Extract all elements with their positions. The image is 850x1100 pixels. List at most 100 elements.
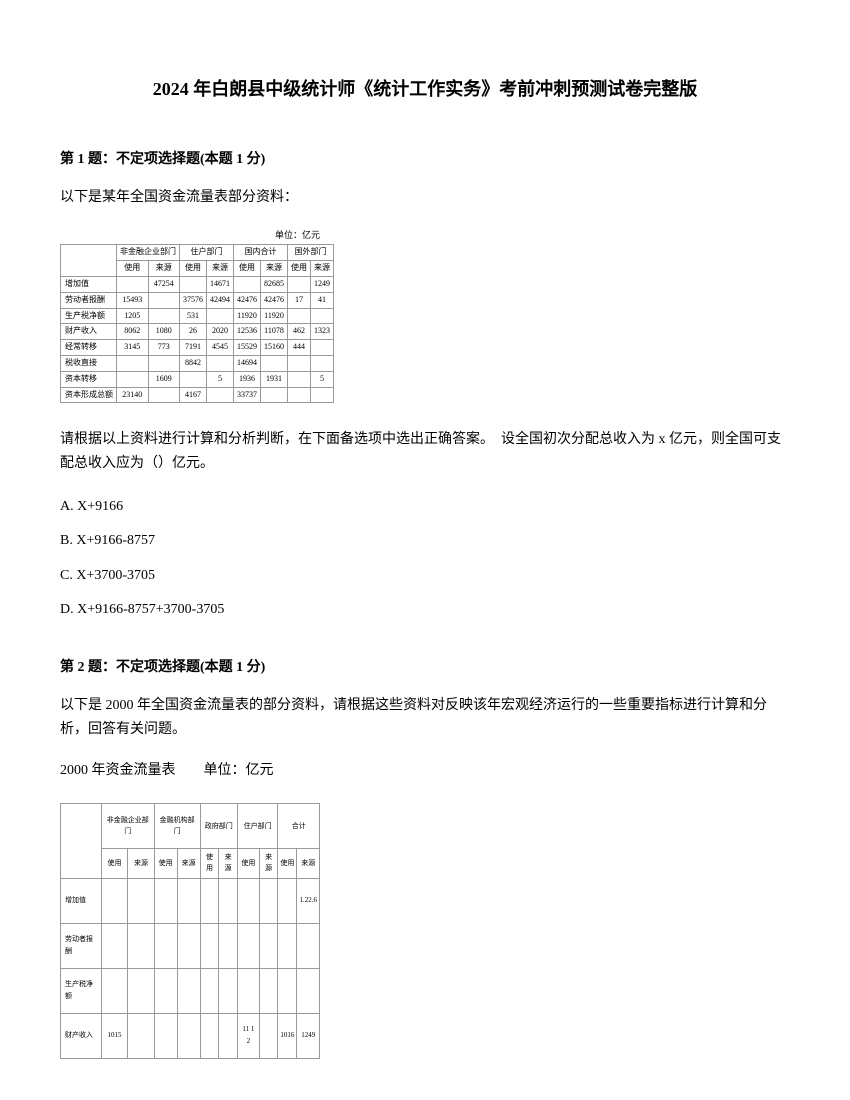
table-cell xyxy=(219,923,238,968)
table-cell xyxy=(261,355,288,371)
table-cell: 42494 xyxy=(207,292,234,308)
table-cell: 1016 xyxy=(278,1013,297,1058)
q1-options: A. X+9166 B. X+9166-8757 C. X+3700-3705 … xyxy=(60,496,790,622)
table-cell: 14694 xyxy=(234,355,261,371)
table-cell: 82685 xyxy=(261,276,288,292)
table-cell xyxy=(101,923,128,968)
table-cell xyxy=(101,968,128,1013)
table-cell: 3145 xyxy=(117,340,149,356)
table-cell xyxy=(219,878,238,923)
table-cell xyxy=(207,308,234,324)
table-cell: 444 xyxy=(288,340,311,356)
q1-table-container: 单位：亿元 非金融企业部门 住户部门 国内合计 国外部门 使用 来源 使用 来源… xyxy=(60,228,790,403)
table-cell xyxy=(259,968,278,1013)
table-cell xyxy=(311,340,334,356)
table-cell: 15529 xyxy=(234,340,261,356)
table-cell: 7191 xyxy=(180,340,207,356)
table-cell: 1323 xyxy=(311,324,334,340)
table-cell xyxy=(237,968,259,1013)
table-cell: 11078 xyxy=(261,324,288,340)
q2-header: 第 2 题：不定项选择题(本题 1 分) xyxy=(60,657,790,679)
table-cell: 15493 xyxy=(117,292,149,308)
table-cell: 33737 xyxy=(234,387,261,403)
q1-table-unit: 单位：亿元 xyxy=(60,228,320,242)
table-cell xyxy=(288,387,311,403)
table-cell xyxy=(117,355,149,371)
table-cell xyxy=(180,276,207,292)
table-cell xyxy=(259,1013,278,1058)
table-cell xyxy=(117,371,149,387)
table-cell xyxy=(278,878,297,923)
table-row-label: 资本转移 xyxy=(61,371,117,387)
table-cell: 1249 xyxy=(297,1013,320,1058)
table-cell xyxy=(177,968,200,1013)
table-cell xyxy=(180,371,207,387)
table-cell xyxy=(219,1013,238,1058)
table-cell xyxy=(207,387,234,403)
table-cell xyxy=(261,387,288,403)
q1-intro: 以下是某年全国资金流量表部分资料： xyxy=(60,186,790,210)
table-cell xyxy=(311,308,334,324)
table-cell xyxy=(278,923,297,968)
table-cell: 15160 xyxy=(261,340,288,356)
table-cell: 1936 xyxy=(234,371,261,387)
table-cell xyxy=(177,1013,200,1058)
table-cell: 11 1 2 xyxy=(237,1013,259,1058)
table-cell xyxy=(148,387,180,403)
table-cell: 531 xyxy=(180,308,207,324)
table-cell xyxy=(311,355,334,371)
table-cell: 4167 xyxy=(180,387,207,403)
table-cell xyxy=(177,923,200,968)
table-cell: 1931 xyxy=(261,371,288,387)
table-cell xyxy=(154,878,177,923)
table-cell: 37576 xyxy=(180,292,207,308)
table-row-label: 财产收入 xyxy=(61,324,117,340)
table-cell: 26 xyxy=(180,324,207,340)
table-cell xyxy=(101,878,128,923)
table-cell xyxy=(154,968,177,1013)
q2-table: 非金融企业部门 金融机构部门 政府部门 住户部门 合计 使用 来源 使用 来源 … xyxy=(60,803,320,1058)
table-cell: 14671 xyxy=(207,276,234,292)
table-cell: 12536 xyxy=(234,324,261,340)
q1-option-a: A. X+9166 xyxy=(60,496,790,518)
table-cell: 773 xyxy=(148,340,180,356)
table-cell xyxy=(288,276,311,292)
table-cell xyxy=(148,355,180,371)
table-cell: 2020 xyxy=(207,324,234,340)
table-cell: 11920 xyxy=(261,308,288,324)
q1-prompt: 请根据以上资料进行计算和分析判断，在下面备选项中选出正确答案。 设全国初次分配总… xyxy=(60,428,790,476)
q2-intro: 以下是 2000 年全国资金流量表的部分资料，请根据这些资料对反映该年宏观经济运… xyxy=(60,694,790,742)
table-cell: 4545 xyxy=(207,340,234,356)
table-row-label: 劳动者报酬 xyxy=(61,292,117,308)
table-row-label: 生产税净额 xyxy=(61,308,117,324)
table-cell xyxy=(200,923,219,968)
table-row-label: 生产税净额 xyxy=(61,968,102,1013)
table-row-label: 劳动者报酬 xyxy=(61,923,102,968)
table-cell xyxy=(200,878,219,923)
q1-option-b: B. X+9166-8757 xyxy=(60,530,790,552)
table-row-label: 财产收入 xyxy=(61,1013,102,1058)
table-cell: 8062 xyxy=(117,324,149,340)
table-cell: 5 xyxy=(311,371,334,387)
table-cell: 5 xyxy=(207,371,234,387)
q2-table-container: 非金融企业部门 金融机构部门 政府部门 住户部门 合计 使用 来源 使用 来源 … xyxy=(60,803,790,1058)
table-cell xyxy=(288,308,311,324)
table-row-label: 税收直接 xyxy=(61,355,117,371)
table-cell xyxy=(297,923,320,968)
table-cell xyxy=(148,308,180,324)
table-row-label: 增加值 xyxy=(61,878,102,923)
table-cell xyxy=(234,276,261,292)
table-cell xyxy=(278,968,297,1013)
table-row-label: 增加值 xyxy=(61,276,117,292)
table-cell xyxy=(177,878,200,923)
table-cell xyxy=(128,968,154,1013)
table-cell: 47254 xyxy=(148,276,180,292)
table-cell xyxy=(117,276,149,292)
table-cell xyxy=(259,878,278,923)
table-cell xyxy=(311,387,334,403)
q1-table: 非金融企业部门 住户部门 国内合计 国外部门 使用 来源 使用 来源 使用 来源… xyxy=(60,244,334,403)
table-cell xyxy=(200,1013,219,1058)
table-cell: 11920 xyxy=(234,308,261,324)
q1-option-c: C. X+3700-3705 xyxy=(60,565,790,587)
table-cell: 1.22.6 xyxy=(297,878,320,923)
